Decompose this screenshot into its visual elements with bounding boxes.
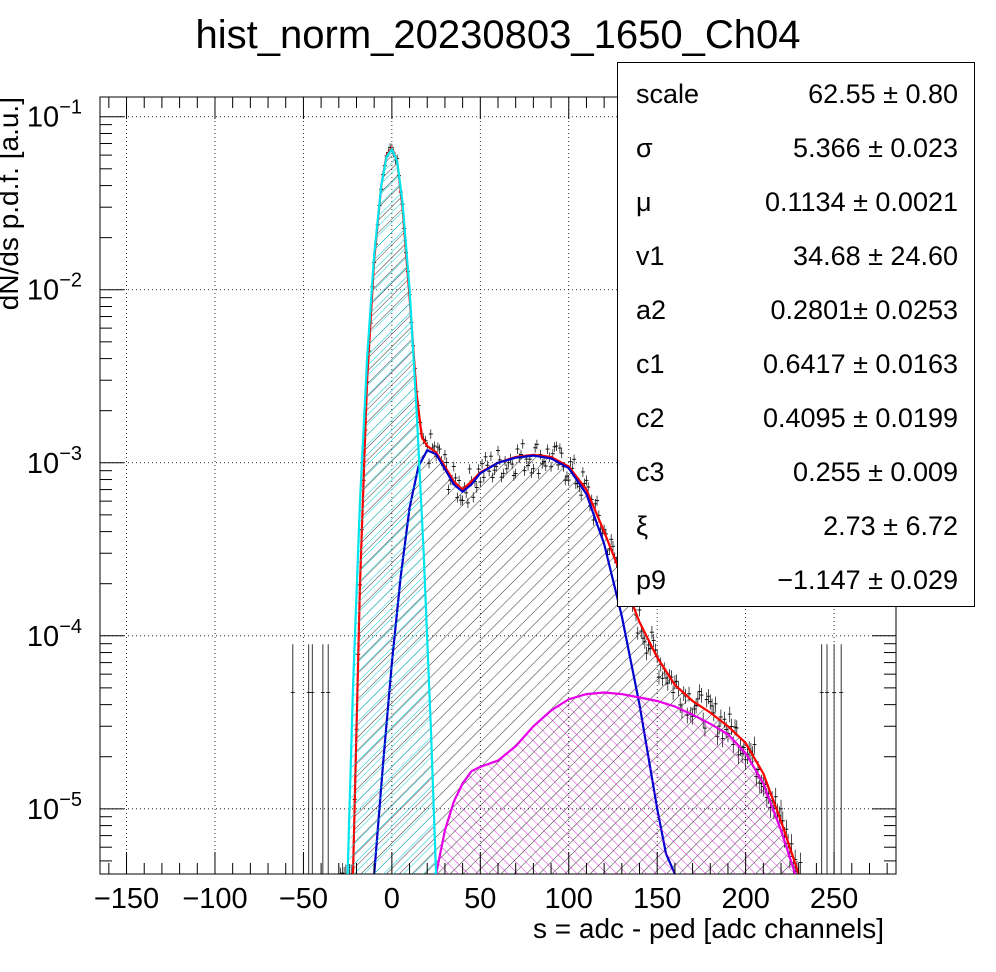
y-tick-labels: 10−1 10−2 10−3 10−4 10−5 xyxy=(27,97,82,826)
stat-name: c2 xyxy=(636,403,665,433)
y-tick-label: 10−2 xyxy=(27,270,82,307)
stat-value: 34.68 ± 24.60 xyxy=(793,241,958,271)
series-line-two_pe xyxy=(435,691,797,874)
series-layer xyxy=(346,145,800,874)
y-tick-label: 10−4 xyxy=(27,616,82,653)
y-tick-label: 10−5 xyxy=(27,789,82,826)
series-fill-total xyxy=(353,147,799,874)
stat-row: c2 0.4095 ± 0.0199 xyxy=(618,391,974,445)
stat-row: ξ 2.73 ± 6.72 xyxy=(618,499,974,553)
stat-value: 2.73 ± 6.72 xyxy=(823,511,958,541)
stat-row: c3 0.255 ± 0.009 xyxy=(618,445,974,499)
x-tick-label: 50 xyxy=(464,883,496,915)
stat-row: p9 −1.147 ± 0.029 xyxy=(618,553,974,607)
stat-name: v1 xyxy=(636,241,665,271)
x-tick-label: −100 xyxy=(182,883,247,915)
stat-name: μ xyxy=(636,187,652,217)
stat-row: μ 0.1134 ± 0.0021 xyxy=(618,175,974,229)
x-tick-label: 250 xyxy=(810,883,858,915)
stat-row: scale 62.55 ± 0.80 xyxy=(618,67,974,121)
stat-name: scale xyxy=(636,79,700,109)
y-tick-label: 10−3 xyxy=(27,443,82,480)
stat-value: 0.4095 ± 0.0199 xyxy=(763,403,958,433)
stat-name: c1 xyxy=(636,349,665,379)
stat-value: 0.255 ± 0.009 xyxy=(793,457,958,487)
stat-value: −1.147 ± 0.029 xyxy=(777,565,958,595)
stat-value: 62.55 ± 0.80 xyxy=(808,79,958,109)
stat-value: 0.6417 ± 0.0163 xyxy=(763,349,958,379)
stat-row: v1 34.68 ± 24.60 xyxy=(618,229,974,283)
x-tick-label: −150 xyxy=(94,883,159,915)
stat-name: σ xyxy=(636,133,653,163)
series-fill-two_pe xyxy=(436,692,796,874)
stat-name: c3 xyxy=(636,457,665,487)
x-axis-title: s = adc - ped [adc channels] xyxy=(533,913,884,944)
stat-row: a2 0.2801± 0.0253 xyxy=(618,283,974,337)
x-tick-labels: −150 −100 −50 0 50 100 150 200 250 xyxy=(94,883,858,915)
y-axis-title: dN/ds p.d.f. [a.u.] xyxy=(0,97,24,310)
stat-row: σ 5.366 ± 0.023 xyxy=(618,121,974,175)
stat-name: a2 xyxy=(636,295,667,325)
x-tick-label: 100 xyxy=(545,883,593,915)
x-tick-label: 0 xyxy=(384,883,400,915)
series-line-pedestal xyxy=(346,146,438,874)
stat-value: 0.2801± 0.0253 xyxy=(770,295,958,325)
stat-value: 0.1134 ± 0.0021 xyxy=(765,187,958,217)
stat-row: c1 0.6417 ± 0.0163 xyxy=(618,337,974,391)
x-tick-label: 150 xyxy=(633,883,681,915)
y-tick-label: 10−1 xyxy=(27,97,82,134)
stat-value: 5.366 ± 0.023 xyxy=(793,133,958,163)
x-tick-label: 200 xyxy=(721,883,769,915)
stat-name: ξ xyxy=(636,511,649,541)
x-tick-label: −50 xyxy=(279,883,328,915)
chart-title: hist_norm_20230803_1650_Ch04 xyxy=(196,13,801,57)
stat-name: p9 xyxy=(636,565,667,595)
fit-parameters-box: scale 62.55 ± 0.80 σ 5.366 ± 0.023 μ 0.1134 ±… xyxy=(617,62,975,607)
